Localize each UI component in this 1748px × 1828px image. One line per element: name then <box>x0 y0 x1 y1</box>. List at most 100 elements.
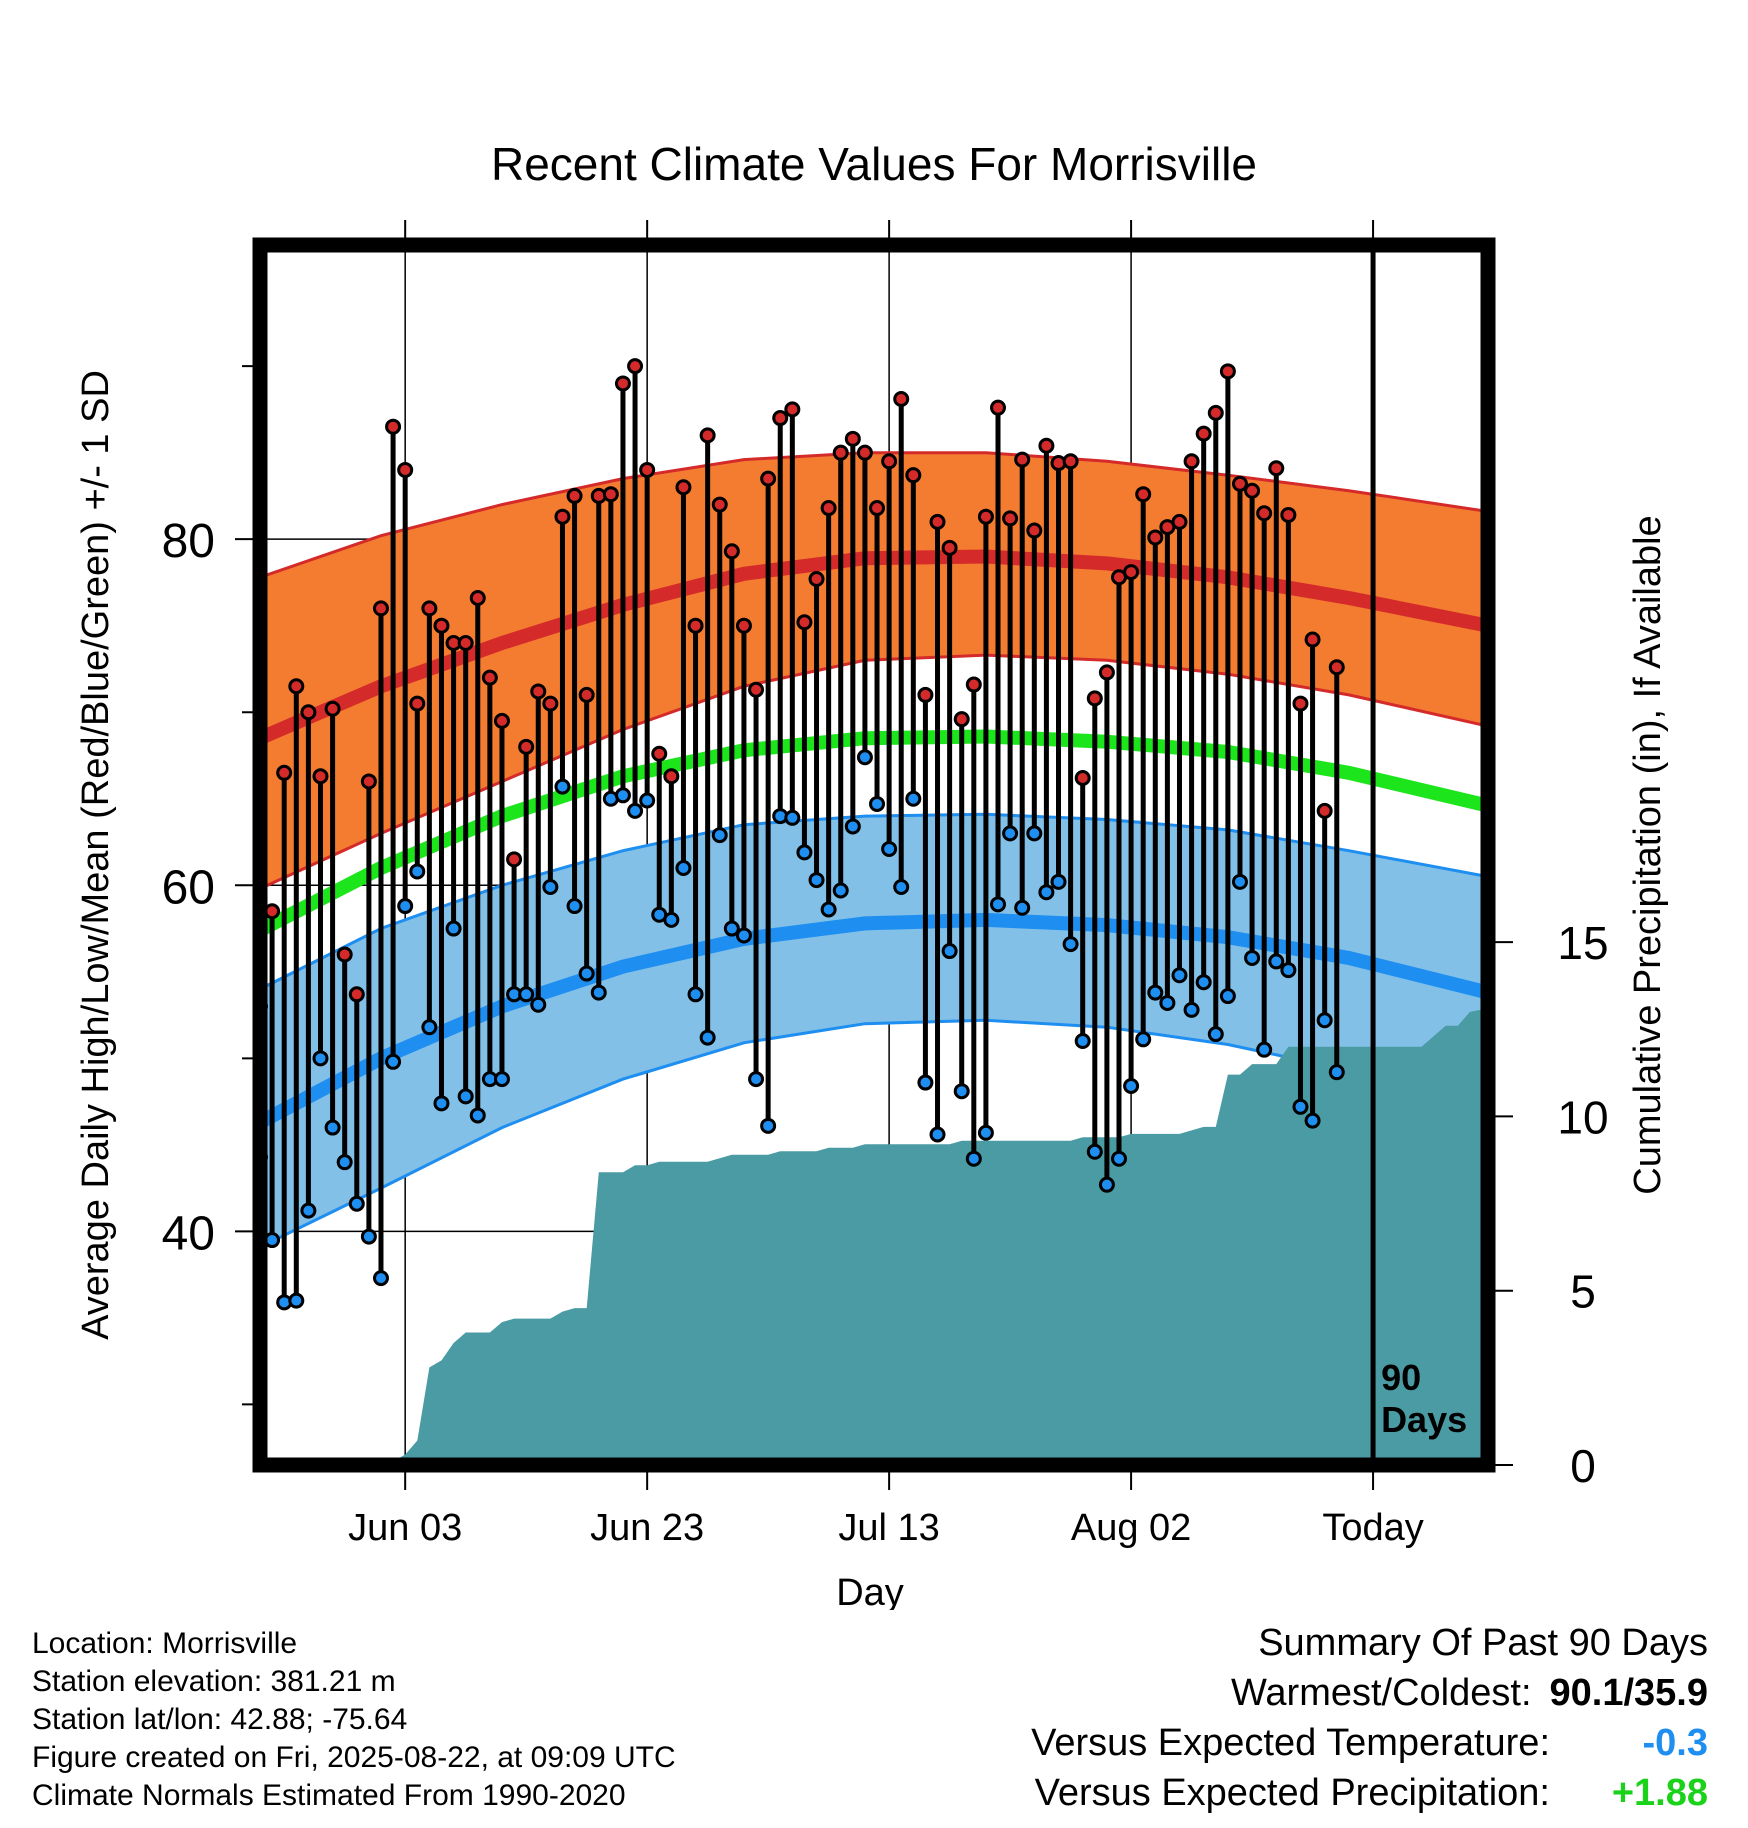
daily-high-point-24 <box>542 695 559 712</box>
daily-high-point-41 <box>748 681 765 698</box>
daily-high-point-2 <box>276 764 293 781</box>
daily-high-point-55 <box>917 686 934 703</box>
daily-high-point-48 <box>832 444 849 461</box>
daily-high-point-46 <box>808 570 825 587</box>
daily-high-point-88 <box>1316 802 1333 819</box>
plot-frame <box>252 237 1496 1473</box>
daily-high-point-38 <box>711 496 728 513</box>
daily-high-point-52 <box>881 453 898 470</box>
daily-high-point-65 <box>1038 437 1055 454</box>
daily-low-point-61 <box>990 896 1007 913</box>
y2-tick-label-3: 15 <box>1557 917 1608 969</box>
daily-low-point-58 <box>953 1083 970 1100</box>
climate-chart: Recent Climate Values For Morrisville 90… <box>75 138 1669 1610</box>
low-sd-band-upper-edge <box>260 812 1488 991</box>
today-label-days-count: 90 <box>1381 1357 1421 1398</box>
daily-low-point-9 <box>360 1228 377 1245</box>
daily-low-point-51 <box>869 795 886 812</box>
daily-low-point-38 <box>711 827 728 844</box>
daily-high-point-37 <box>699 427 716 444</box>
daily-low-point-26 <box>566 898 583 915</box>
daily-high-point-73 <box>1135 486 1152 503</box>
daily-low-point-55 <box>917 1074 934 1091</box>
daily-high-point-17 <box>457 635 474 652</box>
summary-temp-row: Versus Expected Temperature: -0.3 <box>1031 1718 1708 1768</box>
daily-low-point-49 <box>844 818 861 835</box>
daily-low-point-16 <box>445 920 462 937</box>
daily-low-point-81 <box>1231 873 1248 890</box>
daily-high-point-64 <box>1026 522 1043 539</box>
daily-low-point-64 <box>1026 825 1043 842</box>
chart-title: Recent Climate Values For Morrisville <box>491 138 1257 190</box>
daily-low-point-89 <box>1328 1064 1345 1081</box>
daily-high-point-4 <box>300 704 317 721</box>
daily-low-point-60 <box>977 1124 994 1141</box>
y-tick-label-2: 80 <box>162 515 215 568</box>
daily-low-point-68 <box>1074 1033 1091 1050</box>
daily-low-point-12 <box>397 898 414 915</box>
latlon-text: Station lat/lon: 42.88; -75.64 <box>32 1703 408 1736</box>
daily-high-point-44 <box>784 401 801 418</box>
daily-low-point-72 <box>1123 1078 1140 1095</box>
daily-high-point-79 <box>1207 404 1224 421</box>
daily-low-point-35 <box>675 859 692 876</box>
y-axis-label: Average Daily High/Low/Mean (Red/Blue/Gr… <box>75 370 117 1340</box>
daily-low-point-59 <box>965 1150 982 1167</box>
daily-low-point-71 <box>1110 1150 1127 1167</box>
daily-low-point-46 <box>808 872 825 889</box>
daily-low-point-39 <box>723 920 740 937</box>
daily-high-point-12 <box>397 461 414 478</box>
normals-text: Climate Normals Estimated From 1990-2020 <box>32 1779 626 1812</box>
x-tick-label-4: Today <box>1322 1507 1423 1549</box>
summary-warmest-row: Warmest/Coldest: 90.1/35.9 <box>1031 1668 1708 1718</box>
daily-low-point-83 <box>1256 1041 1273 1058</box>
daily-high-point-43 <box>772 410 789 427</box>
summary-title: Summary Of Past 90 Days <box>1258 1622 1708 1664</box>
precip-label: Versus Expected Precipitation: <box>1034 1772 1550 1814</box>
x-tick-label-0: Jun 03 <box>348 1507 462 1549</box>
x-axis-label: Day <box>836 1572 904 1610</box>
daily-high-point-76 <box>1171 513 1188 530</box>
axes: 40 60 80 0 5 10 15 Jun 03 Jun 23 Jul 13 Aug 02 Toda… <box>162 220 1609 1549</box>
daily-high-point-89 <box>1328 659 1345 676</box>
daily-high-point-42 <box>760 470 777 487</box>
daily-high-point-80 <box>1219 363 1236 380</box>
daily-high-point-59 <box>965 676 982 693</box>
daily-low-point-69 <box>1086 1143 1103 1160</box>
daily-high-point-74 <box>1147 529 1164 546</box>
daily-low-point-40 <box>735 927 752 944</box>
daily-low-point-4 <box>300 1202 317 1219</box>
daily-low-point-31 <box>627 802 644 819</box>
location-text: Location: Morrisville <box>32 1627 298 1660</box>
daily-high-point-84 <box>1268 460 1285 477</box>
daily-low-point-80 <box>1219 988 1236 1005</box>
daily-low-point-42 <box>760 1117 777 1134</box>
daily-high-point-78 <box>1195 425 1212 442</box>
daily-low-point-79 <box>1207 1026 1224 1043</box>
daily-low-point-13 <box>409 863 426 880</box>
daily-high-point-70 <box>1098 664 1115 681</box>
temp-value: -0.3 <box>1642 1722 1708 1764</box>
daily-low-point-53 <box>893 879 910 896</box>
daily-low-point-10 <box>372 1270 389 1287</box>
daily-values <box>260 358 1345 1311</box>
daily-high-point-29 <box>602 486 619 503</box>
daily-low-point-63 <box>1014 899 1031 916</box>
daily-high-point-20 <box>493 712 510 729</box>
daily-low-point-86 <box>1292 1098 1309 1115</box>
daily-high-point-56 <box>929 513 946 530</box>
daily-high-point-25 <box>554 508 571 525</box>
daily-low-point-78 <box>1195 974 1212 991</box>
daily-low-point-25 <box>554 778 571 795</box>
daily-high-point-54 <box>905 467 922 484</box>
warmest-value: 90.1/35.9 <box>1549 1672 1708 1714</box>
daily-low-point-84 <box>1268 953 1285 970</box>
daily-high-point-7 <box>336 946 353 963</box>
daily-low-point-77 <box>1183 1001 1200 1018</box>
daily-high-point-63 <box>1014 451 1031 468</box>
precip-value: +1.88 <box>1611 1772 1708 1814</box>
x-tick-label-3: Aug 02 <box>1071 1507 1191 1549</box>
daily-high-point-13 <box>409 695 426 712</box>
daily-high-point-49 <box>844 430 861 447</box>
station-info: Location: Morrisville Station elevation:… <box>32 1625 676 1815</box>
